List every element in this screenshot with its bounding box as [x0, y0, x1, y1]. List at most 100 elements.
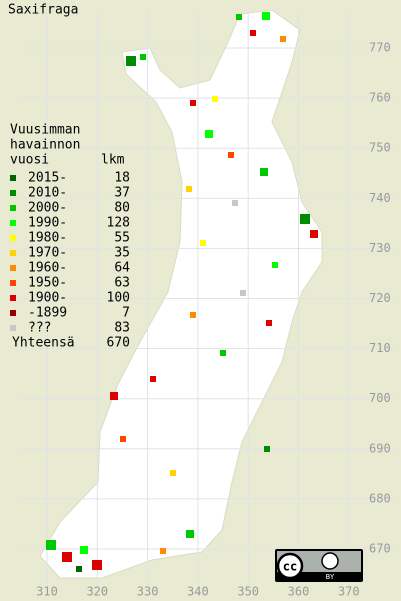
legend-label: 2015- — [28, 171, 67, 186]
y-tick-label: 740 — [369, 191, 391, 205]
y-tick-label: 680 — [369, 491, 391, 505]
legend-label: 1990- — [28, 216, 67, 231]
observation-square — [120, 436, 126, 442]
legend-total-label: Yhteensä — [12, 336, 75, 351]
y-tick-label: 670 — [369, 542, 391, 556]
observation-square — [150, 376, 156, 382]
badge-cc-circle — [276, 552, 304, 580]
legend-count: 63 — [114, 276, 130, 291]
legend-label: 1950- — [28, 276, 67, 291]
observation-square — [310, 230, 318, 238]
finland-outline — [39, 9, 323, 579]
license-badge: cc BY — [275, 549, 363, 582]
x-tick-label: 360 — [288, 585, 310, 599]
observation-square — [190, 312, 196, 318]
legend-label: 1900- — [28, 291, 67, 306]
x-tick-label: 330 — [137, 585, 159, 599]
legend-heading: Vuusimman — [10, 123, 80, 138]
observation-square — [240, 290, 246, 296]
x-tick-label: 350 — [237, 585, 259, 599]
badge-by-circle — [321, 552, 339, 570]
observation-square — [92, 560, 102, 570]
legend-heading: vuosi — [10, 153, 49, 168]
x-tick-label: 310 — [36, 585, 58, 599]
observation-square — [228, 152, 234, 158]
observation-square — [76, 566, 82, 572]
observation-square — [250, 30, 256, 36]
observation-square — [186, 186, 192, 192]
legend-swatch — [10, 235, 16, 241]
observation-square — [200, 240, 206, 246]
x-tick-label: 340 — [187, 585, 209, 599]
observation-square — [80, 546, 88, 554]
legend-swatch — [10, 175, 16, 181]
observation-square — [272, 262, 278, 268]
observation-square — [280, 36, 286, 42]
legend-count: 64 — [114, 261, 130, 276]
observation-square — [212, 96, 218, 102]
observation-square — [266, 320, 272, 326]
x-tick-label: 370 — [338, 585, 360, 599]
legend-swatch — [10, 250, 16, 256]
x-tick-label: 320 — [86, 585, 108, 599]
legend-count: 18 — [114, 171, 130, 186]
observation-square — [300, 214, 310, 224]
observation-square — [236, 14, 242, 20]
y-tick-label: 710 — [369, 341, 391, 355]
legend-label: 1960- — [28, 261, 67, 276]
legend-count: 128 — [107, 216, 130, 231]
badge-icon: cc — [283, 560, 297, 574]
legend-swatch — [10, 295, 16, 301]
observation-square — [170, 470, 176, 476]
legend-label: 2000- — [28, 201, 67, 216]
legend-count: 80 — [114, 201, 130, 216]
legend-swatch — [10, 280, 16, 286]
legend-swatch — [10, 190, 16, 196]
observation-square — [264, 446, 270, 452]
legend-total: 670 — [107, 336, 130, 351]
legend-swatch — [10, 325, 16, 331]
legend-label: 2010- — [28, 186, 67, 201]
legend-label: 1980- — [28, 231, 67, 246]
legend-swatch — [10, 310, 16, 316]
legend-count-heading: lkm — [101, 153, 125, 168]
legend-swatch — [10, 205, 16, 211]
observation-square — [205, 130, 213, 138]
y-tick-label: 770 — [369, 41, 391, 55]
observation-square — [262, 12, 270, 20]
legend-count: 35 — [114, 246, 130, 261]
observation-square — [186, 530, 194, 538]
legend-count: 37 — [114, 186, 130, 201]
grid — [20, 10, 395, 585]
observation-square — [140, 54, 146, 60]
legend-heading: havainnon — [10, 138, 80, 153]
observation-square — [232, 200, 238, 206]
observation-square — [260, 168, 268, 176]
legend-swatch — [10, 265, 16, 271]
legend-count: 83 — [114, 321, 130, 336]
observation-square — [220, 350, 226, 356]
y-tick-label: 690 — [369, 441, 391, 455]
legend-label: -1899 — [28, 306, 67, 321]
map-title: Saxifraga — [8, 3, 78, 18]
observation-square — [126, 56, 136, 66]
y-tick-label: 720 — [369, 291, 391, 305]
y-tick-label: 700 — [369, 391, 391, 405]
observation-square — [110, 392, 118, 400]
badge-label: BY — [326, 573, 335, 581]
legend-count: 55 — [114, 231, 130, 246]
y-tick-label: 730 — [369, 241, 391, 255]
observation-square — [46, 540, 56, 550]
legend: Vuusimman havainnon vuosi lkm Yhteensä 6… — [10, 123, 130, 351]
legend-count: 7 — [122, 306, 130, 321]
observation-squares — [46, 12, 318, 572]
legend-count: 100 — [107, 291, 130, 306]
legend-swatch — [10, 220, 16, 226]
legend-label: ??? — [28, 321, 51, 336]
observation-square — [160, 548, 166, 554]
y-tick-label: 760 — [369, 91, 391, 105]
observation-square — [62, 552, 72, 562]
legend-label: 1970- — [28, 246, 67, 261]
y-tick-label: 750 — [369, 141, 391, 155]
